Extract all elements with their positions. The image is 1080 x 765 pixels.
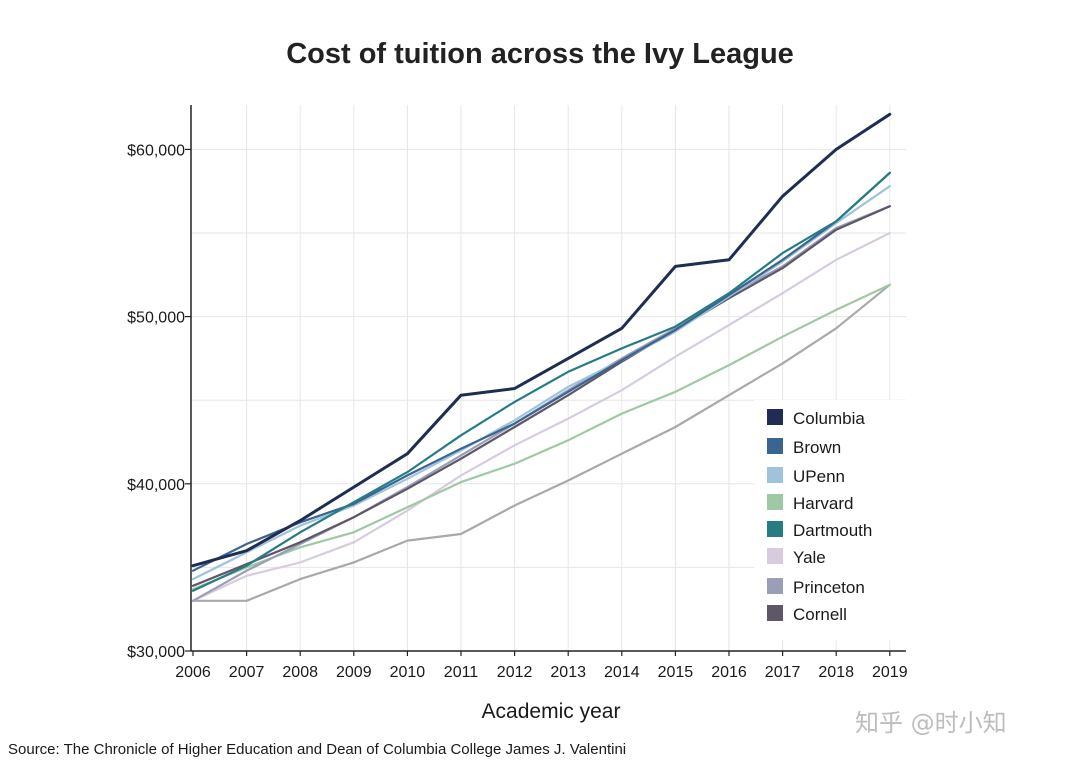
source-note: Source: The Chronicle of Higher Educatio… (8, 741, 627, 758)
watermark: 知乎 @时小知 (855, 709, 1007, 737)
legend-swatch-upenn (767, 467, 783, 483)
x-tick-label: 2010 (390, 664, 426, 681)
legend-label-columbia: Columbia (793, 409, 865, 428)
axes (190, 105, 906, 652)
x-axis-title: Academic year (482, 700, 621, 723)
legend-swatch-princeton (767, 578, 783, 594)
legend-swatch-brown (767, 438, 783, 454)
series-line-columbia (191, 112, 892, 568)
legend-label-cornell: Cornell (793, 605, 847, 624)
legend-label-yale: Yale (793, 548, 826, 567)
x-tick-label: 2006 (175, 664, 211, 681)
legend: Columbia Brown UPenn Harvard Dartmouth Yale Pr… (754, 400, 906, 640)
y-tick-label: $40,000 (127, 477, 185, 494)
series-line-yale (191, 231, 891, 602)
y-tick-label: $30,000 (127, 644, 185, 661)
x-tick-label: 2014 (604, 664, 640, 681)
legend-background (754, 400, 906, 640)
series-line-cornell (191, 205, 891, 587)
x-tick-label: 2009 (336, 664, 372, 681)
x-tick-label: 2016 (711, 664, 747, 681)
y-tick-labels: $30,000 $40,000 $50,000 $60,000 (127, 142, 191, 661)
x-tick-label: 2019 (872, 664, 908, 681)
x-tick-label: 2013 (550, 664, 586, 681)
legend-label-upenn: UPenn (793, 467, 845, 486)
legend-label-dartmouth: Dartmouth (793, 521, 872, 540)
legend-label-brown: Brown (793, 438, 841, 457)
y-tick-label: $60,000 (127, 142, 185, 159)
series-line-dartmouth (191, 171, 891, 592)
x-tick-label: 2018 (818, 664, 854, 681)
x-tick-labels: 2006 2007 2008 2009 2010 2011 2012 2013 2014 2015… (175, 651, 908, 681)
legend-label-princeton: Princeton (793, 578, 865, 597)
chart-title: Cost of tuition across the Ivy League (286, 38, 794, 70)
x-tick-label: 2008 (282, 664, 318, 681)
series-line-upenn (191, 185, 891, 581)
x-tick-label: 2011 (444, 664, 479, 681)
series-lines (191, 112, 892, 602)
x-tick-label: 2007 (229, 664, 265, 681)
legend-swatch-cornell (767, 605, 783, 621)
x-tick-label: 2017 (765, 664, 801, 681)
legend-swatch-columbia (767, 409, 783, 425)
legend-swatch-dartmouth (767, 521, 783, 537)
series-line-harvard (191, 283, 891, 591)
series-line-unlabeled (191, 283, 891, 602)
legend-swatch-yale (767, 548, 783, 564)
y-tick-label: $50,000 (127, 310, 185, 327)
x-tick-label: 2015 (658, 664, 694, 681)
x-tick-label: 2012 (497, 664, 533, 681)
legend-swatch-harvard (767, 494, 783, 510)
series-line-brown (191, 171, 891, 572)
legend-label-harvard: Harvard (793, 494, 853, 513)
